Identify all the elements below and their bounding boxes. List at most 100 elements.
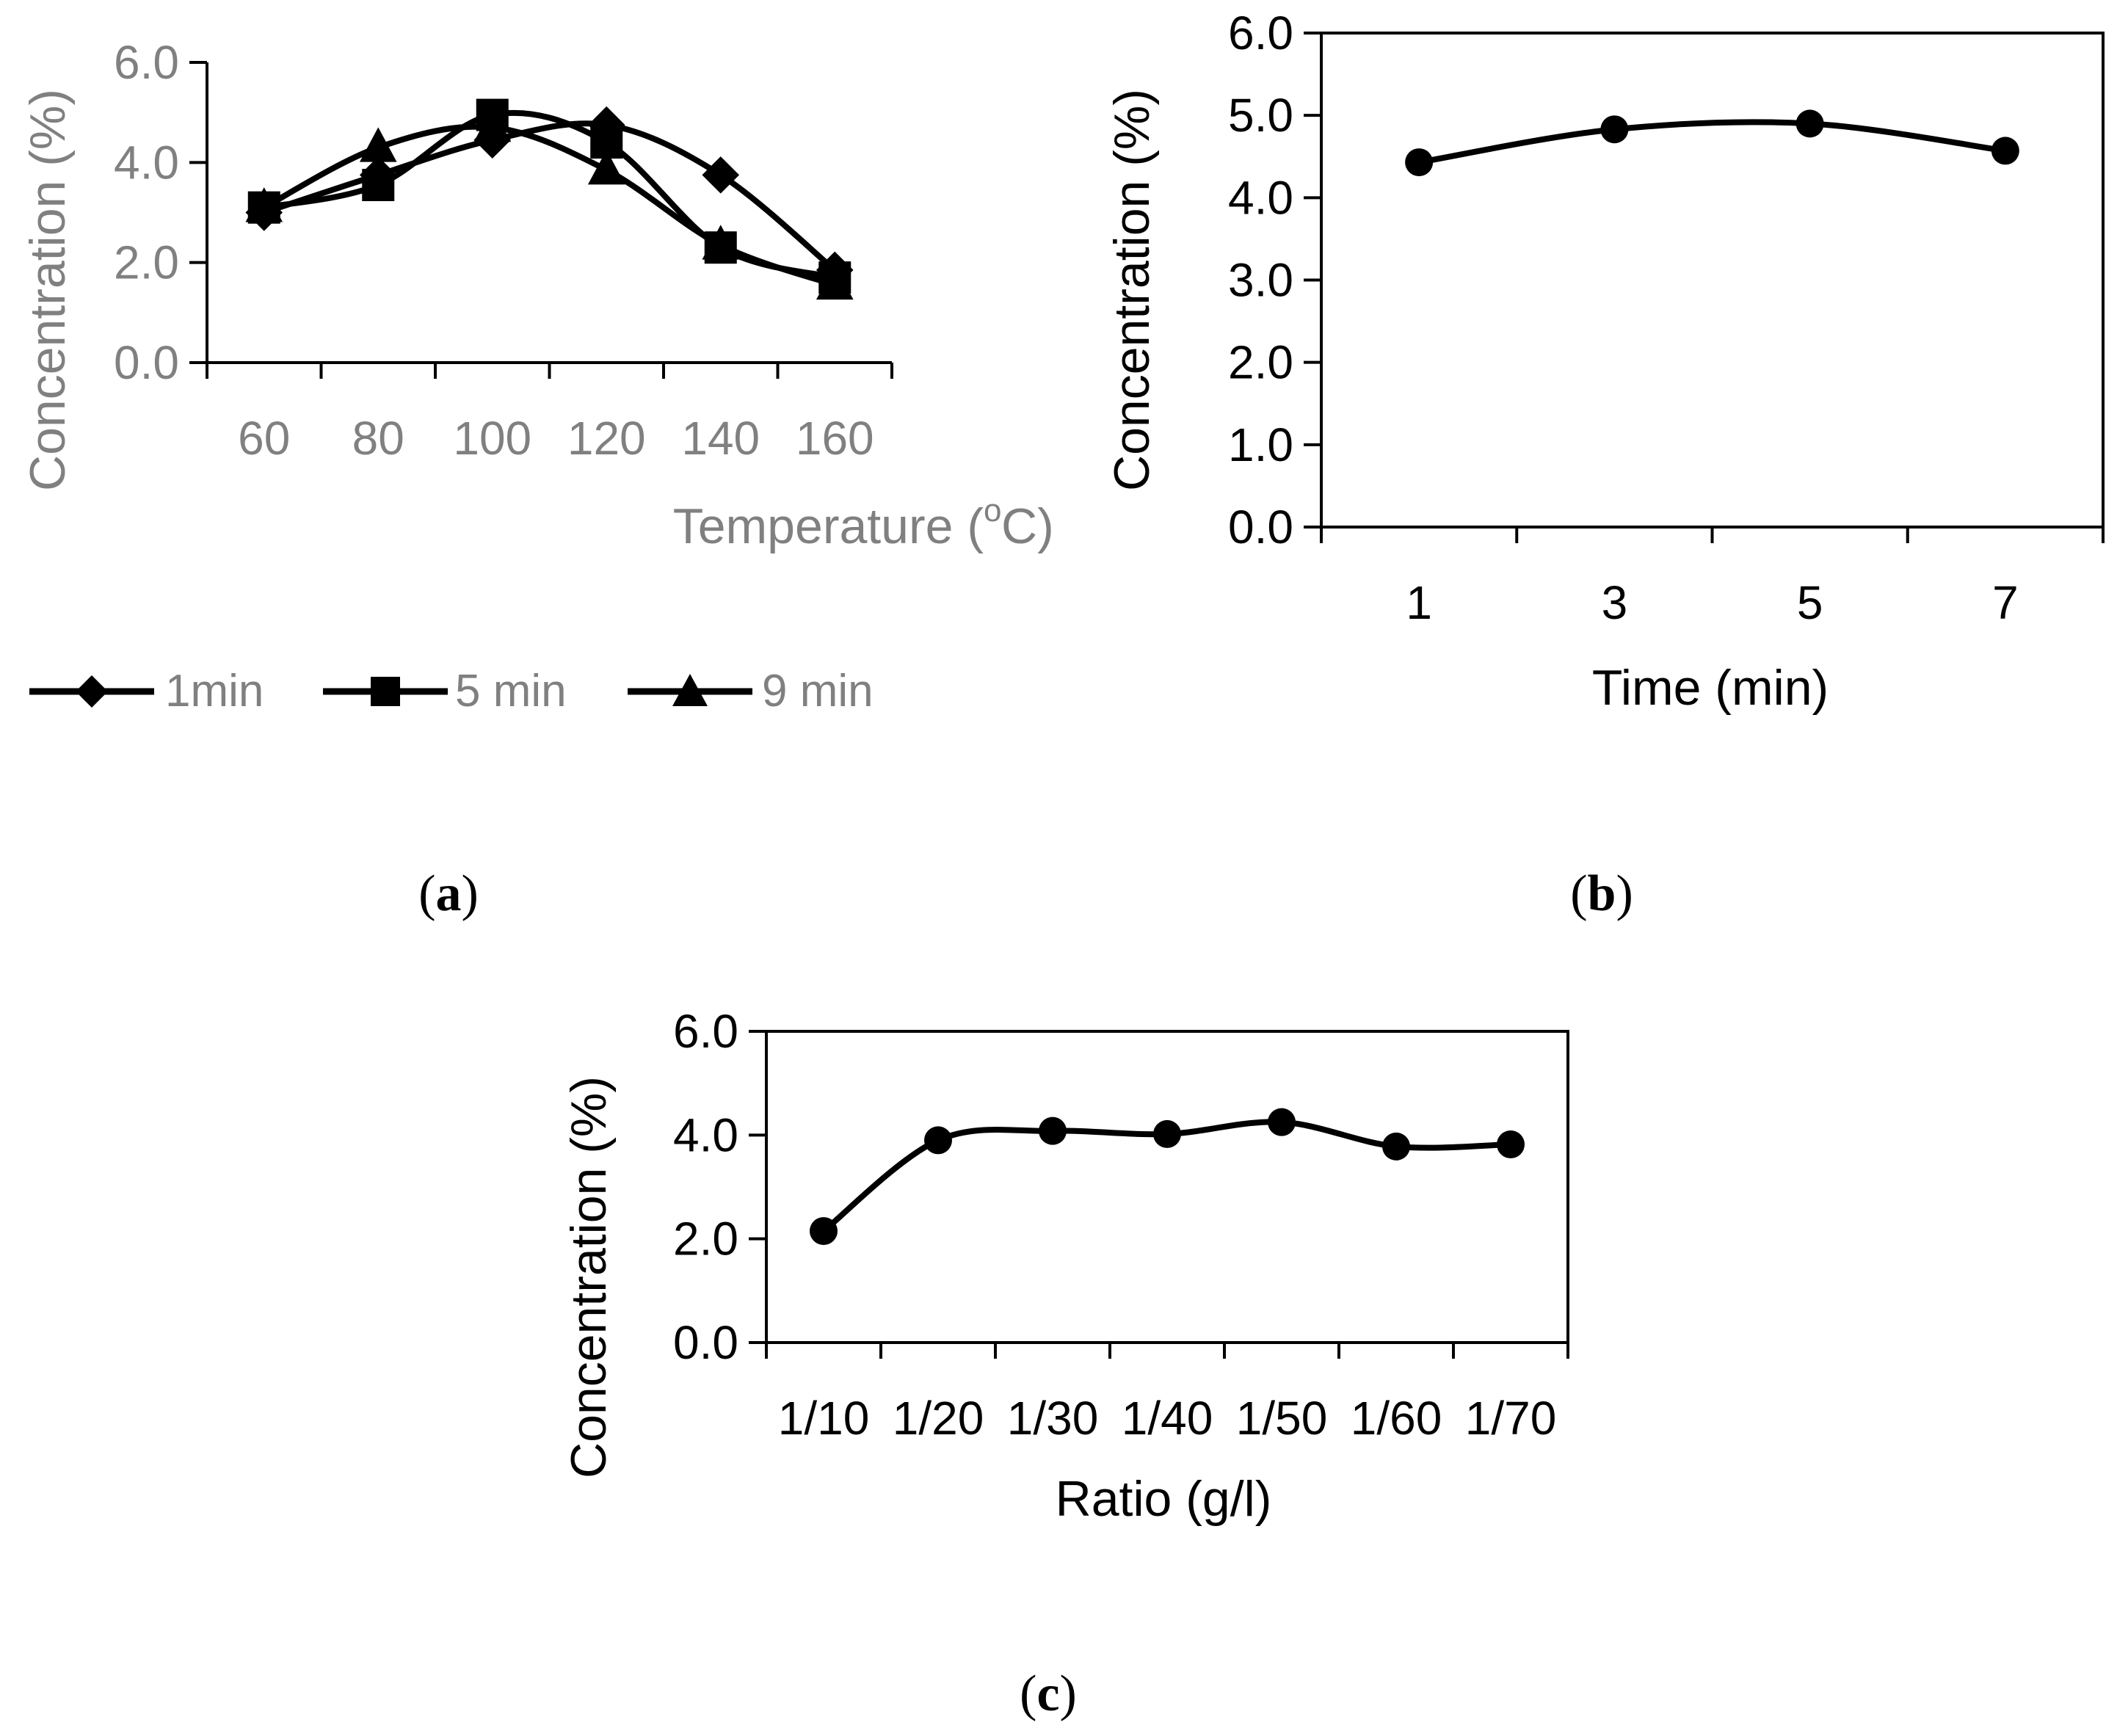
chart-b-x-tick-label: 7 [1992, 576, 2019, 629]
chart-b-markers [1405, 109, 2019, 177]
panel-label-a: (a) [418, 865, 479, 922]
chart-a-axes [189, 61, 893, 379]
chart-c-point-1-30 [1039, 1116, 1067, 1145]
chart-b-x-tick-label: 1 [1406, 576, 1432, 629]
chart-a-x-tick-label: 120 [567, 412, 646, 465]
chart-c-y-tick-label: 0.0 [673, 1316, 738, 1369]
chart-a-x-tick-label: 80 [352, 412, 404, 465]
chart-c-axes [749, 1030, 1569, 1359]
chart-c-y-tick-label: 6.0 [673, 1005, 738, 1058]
chart-b-y-tick-label: 6.0 [1228, 7, 1293, 59]
chart-c-y-tick-label: 2.0 [673, 1213, 738, 1265]
legend-item-5min: 5 min [323, 666, 567, 716]
chart-b-x-tick-labels: 1 3 5 7 [1406, 576, 2018, 629]
chart-b-x-tick-label: 5 [1797, 576, 1823, 629]
chart-a-x-tick-label: 160 [796, 412, 874, 465]
legend-item-9min: 9 min [628, 666, 874, 716]
chart-c-x-tick-label: 1/70 [1465, 1392, 1557, 1445]
chart-c-markers [810, 1108, 1525, 1246]
chart-a-x-axis-title-superscript: o [984, 493, 1001, 529]
chart-a-series-lines [262, 109, 837, 288]
panel-label-b-open: ( [1570, 865, 1587, 922]
chart-b-x-tick-label: 3 [1602, 576, 1628, 629]
panel-label-b: (b) [1570, 865, 1633, 922]
chart-b-y-tick-label: 4.0 [1228, 171, 1293, 224]
chart-b-point-3 [1600, 115, 1629, 144]
chart-a-x-tick-label: 100 [453, 412, 531, 465]
chart-a-point-9min-140 [702, 225, 740, 260]
legend-label-1min: 1min [165, 666, 264, 716]
chart-b-point-7 [1991, 137, 2019, 165]
chart-a-point-9min-60 [245, 187, 283, 222]
chart-b-x-axis-title: Time (min) [1592, 660, 1829, 716]
chart-c-x-tick-label: 1/10 [778, 1392, 870, 1445]
chart-c-x-tick-label: 1/60 [1351, 1392, 1442, 1445]
chart-a-y-tick-label: 4.0 [114, 136, 179, 189]
chart-c-x-tick-label: 1/40 [1122, 1392, 1213, 1445]
chart-b-y-tick-label: 1.0 [1228, 418, 1293, 471]
chart-c-x-tick-label: 1/20 [893, 1392, 984, 1445]
panel-label-b-close: ) [1616, 865, 1633, 922]
chart-a-x-tick-label: 60 [238, 412, 290, 465]
chart-c-point-1-10 [810, 1217, 838, 1246]
chart-b-axes [1304, 32, 2105, 543]
chart-a-y-tick-labels: 0.0 2.0 4.0 6.0 [114, 36, 179, 389]
legend-item-1min: 1min [29, 666, 264, 716]
panel-label-a-close: ) [462, 865, 479, 922]
chart-b: 0.0 1.0 2.0 3.0 4.0 5.0 6.0 1 3 5 7 Concentration… [1104, 7, 2105, 922]
chart-b-series-line-0 [1418, 119, 2006, 166]
chart-a-x-axis-title: Temperature ( [673, 498, 984, 554]
chart-c: 0.0 2.0 4.0 6.0 1/10 1/20 1/30 1/40 1/50 1/60 1/7… [561, 1005, 1569, 1722]
panel-label-c-open: ( [1020, 1666, 1036, 1722]
chart-a-x-tick-labels: 60 80 100 120 140 160 [238, 412, 874, 465]
panel-label-c: (c) [1020, 1666, 1077, 1722]
chart-a-y-axis-title: Concentration (%) [20, 89, 76, 491]
chart-b-y-tick-label: 5.0 [1228, 89, 1293, 142]
chart-b-y-tick-label: 2.0 [1228, 336, 1293, 389]
chart-a-y-tick-label: 6.0 [114, 36, 179, 89]
chart-a-point-1min-140 [702, 156, 740, 194]
chart-c-y-axis-title: Concentration (%) [561, 1076, 617, 1478]
chart-a-point-9min-100 [473, 107, 512, 142]
chart-a-y-tick-label: 2.0 [114, 236, 179, 289]
chart-c-y-tick-label: 4.0 [673, 1108, 738, 1161]
chart-a-legend: 1min 5 min 9 min [29, 666, 874, 716]
chart-a-x-tick-label: 140 [681, 412, 760, 465]
chart-b-series-lines [1418, 119, 2006, 166]
chart-b-point-1 [1405, 148, 1434, 177]
panel-label-a-letter: a [436, 865, 462, 922]
chart-c-point-1-70 [1497, 1130, 1525, 1159]
chart-a-point-9min-120 [587, 150, 625, 185]
chart-b-y-tick-label: 0.0 [1228, 501, 1293, 553]
panel-label-a-open: ( [418, 865, 435, 922]
panel-label-b-letter: b [1588, 865, 1616, 922]
svg-text:(a): (a) [418, 865, 479, 922]
chart-c-point-1-20 [924, 1126, 952, 1155]
chart-b-plot-frame [1320, 32, 2105, 529]
chart-a-point-9min-160 [816, 264, 854, 300]
legend-label-9min: 9 min [762, 666, 874, 716]
chart-b-y-tick-label: 3.0 [1228, 254, 1293, 307]
chart-a-x-axis-title-end: C) [1001, 498, 1054, 554]
chart-c-x-tick-labels: 1/10 1/20 1/30 1/40 1/50 1/60 1/70 [778, 1392, 1557, 1445]
panel-label-c-close: ) [1060, 1666, 1077, 1722]
chart-a-point-1min-120 [587, 106, 625, 144]
chart-c-x-tick-label: 1/50 [1236, 1392, 1328, 1445]
legend-square-marker [371, 677, 400, 706]
chart-a-point-9min-80 [359, 127, 397, 162]
svg-text:(b): (b) [1570, 865, 1633, 922]
chart-c-point-1-50 [1268, 1108, 1296, 1136]
chart-c-point-1-40 [1153, 1119, 1181, 1148]
legend-label-5min: 5 min [455, 666, 567, 716]
chart-a-point-5min-80 [362, 169, 395, 202]
chart-a: 0.0 2.0 4.0 6.0 60 80 100 120 140 160 Concentrat… [20, 36, 1054, 922]
svg-text:(c): (c) [1020, 1666, 1077, 1722]
panel-label-c-letter: c [1036, 1666, 1059, 1722]
chart-c-y-tick-labels: 0.0 2.0 4.0 6.0 [673, 1005, 738, 1369]
chart-c-point-1-60 [1382, 1132, 1410, 1161]
legend-triangle-marker [672, 674, 708, 706]
legend-diamond-marker [76, 675, 108, 708]
chart-c-x-tick-label: 1/30 [1007, 1392, 1099, 1445]
chart-c-x-axis-title: Ratio (g/l) [1056, 1471, 1272, 1527]
